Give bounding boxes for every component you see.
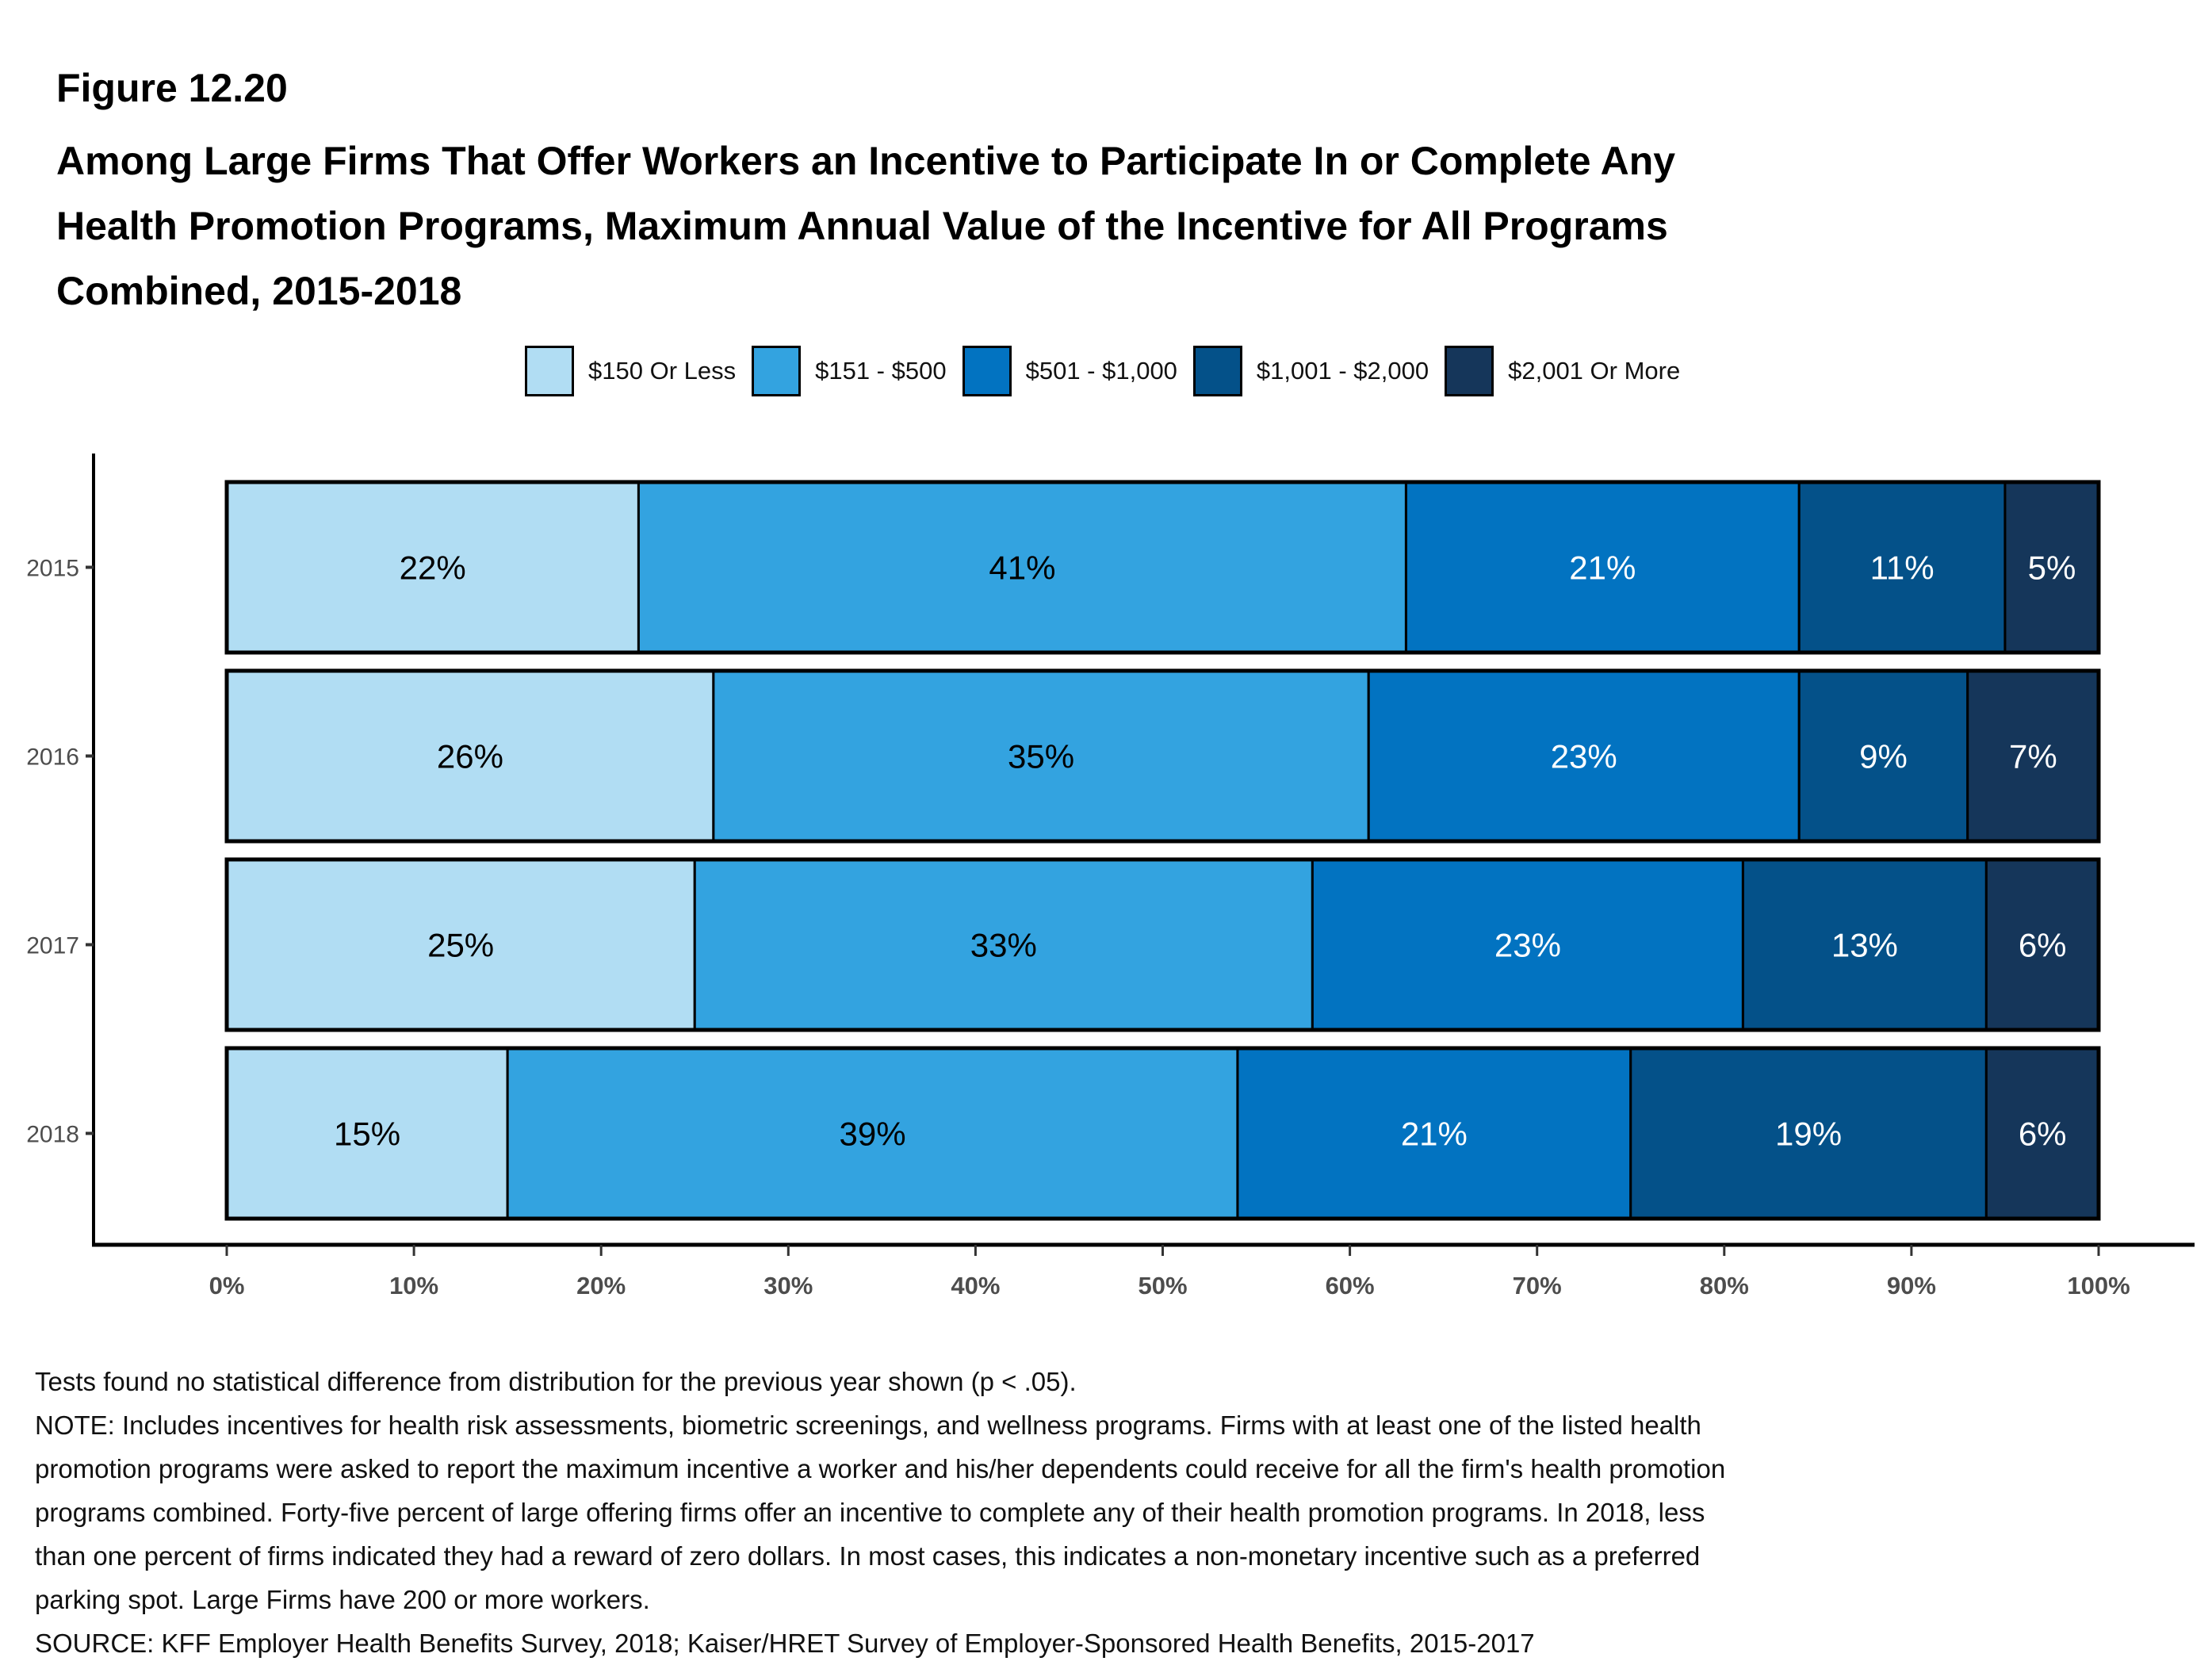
x-tick-label: 70% xyxy=(1513,1272,1562,1299)
note-line: Tests found no statistical difference fr… xyxy=(35,1367,1077,1396)
x-tick-label: 10% xyxy=(389,1272,438,1299)
data-label: 22% xyxy=(400,549,466,587)
title-line: Health Promotion Programs, Maximum Annua… xyxy=(56,204,1668,248)
note-line: SOURCE: KFF Employer Health Benefits Sur… xyxy=(35,1629,1535,1658)
bar-outline xyxy=(224,1046,2101,1221)
legend-label: $150 Or Less xyxy=(588,357,737,385)
data-label: 7% xyxy=(2009,738,2057,775)
data-label: 23% xyxy=(1494,927,1561,964)
data-label: 21% xyxy=(1401,1116,1468,1153)
note-line: promotion programs were asked to report … xyxy=(35,1454,1726,1483)
legend-label: $501 - $1,000 xyxy=(1025,357,1177,385)
legend-item: $151 - $500 xyxy=(752,346,947,396)
y-tick-label: 2017 xyxy=(26,933,79,959)
x-tick-label: 0% xyxy=(209,1272,245,1299)
bar-outline xyxy=(224,668,2101,844)
bar-segment xyxy=(693,858,1314,1032)
legend-item: $2,001 Or More xyxy=(1445,346,1680,396)
x-tick-label: 80% xyxy=(1700,1272,1749,1299)
data-label: 33% xyxy=(970,927,1037,964)
legend-swatch xyxy=(962,346,1012,396)
bar-segment xyxy=(1367,669,1801,843)
y-tick-label: 2018 xyxy=(26,1122,79,1148)
x-tick-label: 60% xyxy=(1326,1272,1375,1299)
bar-segment xyxy=(1629,1047,1988,1220)
data-label: 25% xyxy=(427,927,494,964)
note-line: programs combined. Forty-five percent of… xyxy=(35,1498,1705,1527)
legend-label: $151 - $500 xyxy=(815,357,947,385)
legend-swatch xyxy=(752,346,802,396)
bar-segment xyxy=(1984,858,2100,1032)
note-line: than one percent of firms indicated they… xyxy=(35,1541,1701,1571)
title-line: Combined, 2015-2018 xyxy=(56,269,462,313)
data-label: 35% xyxy=(1008,738,1074,775)
y-tick-label: 2015 xyxy=(26,556,79,582)
data-label: 9% xyxy=(1859,738,1908,775)
note-line: parking spot. Large Firms have 200 or mo… xyxy=(35,1585,650,1614)
x-tick-label: 20% xyxy=(576,1272,626,1299)
legend-item: $501 - $1,000 xyxy=(962,346,1177,396)
data-label: 39% xyxy=(840,1116,906,1153)
bar-segment xyxy=(506,1047,1239,1220)
bar-outline xyxy=(224,480,2101,655)
legend: $150 Or Less $151 - $500 $501 - $1,000 $… xyxy=(525,343,1696,400)
y-tick-label: 2016 xyxy=(26,744,79,771)
bar-segment xyxy=(1984,1047,2100,1220)
data-label: 19% xyxy=(1775,1116,1842,1153)
data-label: 15% xyxy=(334,1116,400,1153)
data-label: 11% xyxy=(1870,549,1935,587)
figure-label: Figure 12.20 xyxy=(56,66,288,110)
bar-segment xyxy=(1797,669,1969,843)
data-label: 13% xyxy=(1831,927,1898,964)
legend-label: $1,001 - $2,000 xyxy=(1256,357,1429,385)
data-label: 5% xyxy=(2028,549,2076,587)
legend-swatch xyxy=(525,346,574,396)
footnotes: Tests found no statistical difference fr… xyxy=(35,1360,2136,1665)
data-label: 41% xyxy=(989,549,1055,587)
legend-item: $150 Or Less xyxy=(525,346,736,396)
data-label: 26% xyxy=(437,738,503,775)
legend-swatch xyxy=(1445,346,1494,396)
bar-segment xyxy=(1404,480,1801,654)
bar-segment xyxy=(1236,1047,1632,1220)
data-label: 6% xyxy=(2019,927,2067,964)
x-tick-label: 40% xyxy=(951,1272,1000,1299)
bar-segment xyxy=(712,669,1370,843)
bar-segment xyxy=(225,669,715,843)
title-line: Among Large Firms That Offer Workers an … xyxy=(56,139,1676,183)
note-line: NOTE: Includes incentives for health ris… xyxy=(35,1410,1701,1440)
bar-outline xyxy=(224,857,2101,1032)
x-tick-label: 90% xyxy=(1887,1272,1936,1299)
legend-swatch xyxy=(1192,346,1242,396)
x-tick-label: 100% xyxy=(2067,1272,2130,1299)
data-label: 21% xyxy=(1569,549,1636,587)
bar-segment xyxy=(1797,480,2007,654)
legend-label: $2,001 Or More xyxy=(1508,357,1681,385)
chart-title: Among Large Firms That Offer Workers an … xyxy=(56,128,1959,323)
x-tick-label: 30% xyxy=(763,1272,813,1299)
x-tick-label: 50% xyxy=(1138,1272,1187,1299)
legend-item: $1,001 - $2,000 xyxy=(1192,346,1429,396)
bar-segment xyxy=(1311,858,1744,1032)
bar-segment xyxy=(1741,858,1988,1032)
data-label: 23% xyxy=(1551,738,1617,775)
data-label: 6% xyxy=(2019,1116,2067,1153)
